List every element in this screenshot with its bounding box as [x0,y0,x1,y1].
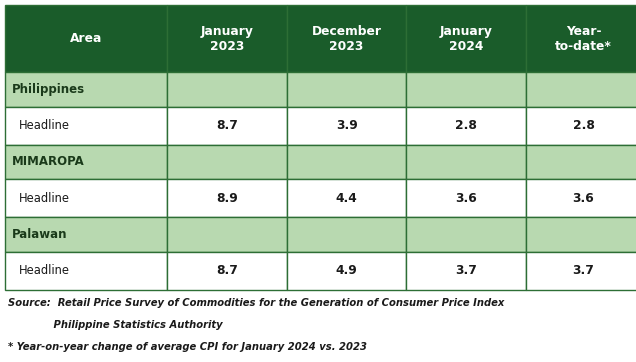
Text: January
2023: January 2023 [200,25,254,53]
Bar [406,5,526,72]
Bar [5,72,167,107]
Text: 2.8: 2.8 [572,119,595,132]
Text: Area: Area [70,33,102,45]
Text: December
2023: December 2023 [312,25,382,53]
Bar [287,179,406,217]
Bar [526,5,636,72]
Bar [526,217,636,252]
Text: 8.7: 8.7 [216,264,238,277]
Text: 3.7: 3.7 [572,264,595,277]
Bar [287,217,406,252]
Bar [526,72,636,107]
Bar [167,252,287,290]
Bar [406,217,526,252]
Text: Philippines: Philippines [11,83,85,96]
Text: 8.9: 8.9 [216,192,238,205]
Text: 3.6: 3.6 [455,192,477,205]
Text: 3.9: 3.9 [336,119,357,132]
Bar [287,5,406,72]
Bar [406,252,526,290]
Bar [406,145,526,179]
Bar [167,179,287,217]
Text: Headline: Headline [19,264,70,277]
Bar [406,72,526,107]
Bar [5,5,167,72]
Bar [5,179,167,217]
Bar [167,72,287,107]
Text: Headline: Headline [19,192,70,205]
Text: 3.7: 3.7 [455,264,477,277]
Text: Headline: Headline [19,119,70,132]
Bar [167,217,287,252]
Bar [287,107,406,145]
Text: January
2024: January 2024 [439,25,493,53]
Bar [526,252,636,290]
Bar [5,145,167,179]
Text: MIMAROPA: MIMAROPA [11,156,84,168]
Text: Philippine Statistics Authority: Philippine Statistics Authority [8,320,222,330]
Bar [167,107,287,145]
Bar [287,252,406,290]
Bar [526,145,636,179]
Bar [5,252,167,290]
Bar [287,145,406,179]
Bar [5,217,167,252]
Bar [526,107,636,145]
Text: 4.9: 4.9 [336,264,357,277]
Text: Palawan: Palawan [11,228,67,241]
Bar [406,179,526,217]
Text: Source:  Retail Price Survey of Commodities for the Generation of Consumer Price: Source: Retail Price Survey of Commoditi… [8,298,504,308]
Text: 2.8: 2.8 [455,119,477,132]
Text: Year-
to-date*: Year- to-date* [555,25,612,53]
Bar [287,72,406,107]
Bar [167,145,287,179]
Text: 3.6: 3.6 [572,192,595,205]
Bar [406,107,526,145]
Text: * Year-on-year change of average CPI for January 2024 vs. 2023: * Year-on-year change of average CPI for… [8,342,366,353]
Bar [167,5,287,72]
Text: 8.7: 8.7 [216,119,238,132]
Text: 4.4: 4.4 [336,192,357,205]
Bar [5,107,167,145]
Bar [526,179,636,217]
